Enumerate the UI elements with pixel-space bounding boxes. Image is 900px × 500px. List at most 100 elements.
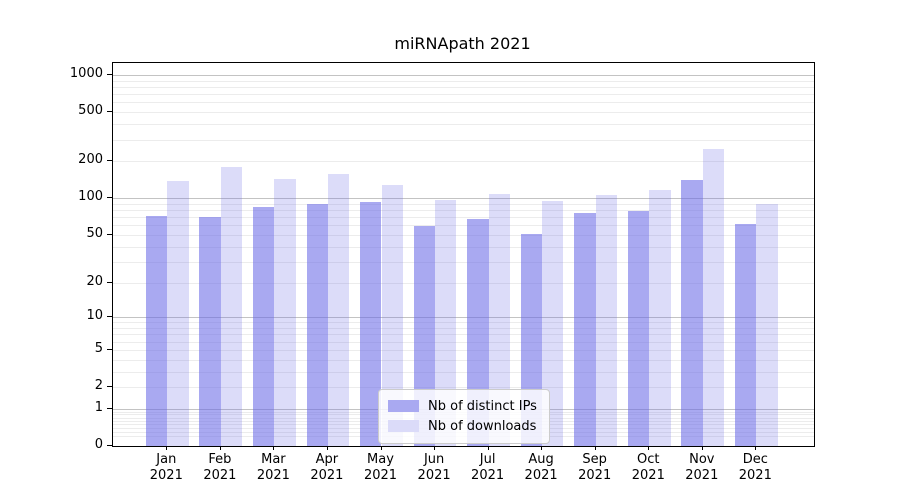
bar-aug-downloads: [542, 200, 564, 446]
y-tick-mark: [107, 445, 112, 446]
y-tick-mark: [107, 160, 112, 162]
y-tick-label: 100: [78, 189, 103, 205]
y-tick-mark: [107, 197, 112, 199]
bar-mar-downloads: [274, 179, 296, 446]
bar-jun-downloads: [435, 199, 457, 446]
bar-nov-downloads: [702, 149, 725, 446]
x-tick-mark: [219, 446, 221, 450]
gridline-minor: [113, 94, 814, 96]
bar-jan-distinct-ips: [145, 216, 168, 446]
x-tick-label: Jul 2021: [471, 452, 505, 483]
gridline-minor: [113, 217, 814, 219]
gridline-major: [113, 198, 814, 200]
y-tick-mark: [107, 111, 112, 113]
gridline-minor: [113, 234, 814, 236]
y-tick-label: 1: [94, 399, 103, 415]
bar-may-distinct-ips: [360, 201, 382, 446]
gridline-minor: [113, 341, 814, 343]
bar-sep-distinct-ips: [574, 213, 596, 446]
x-tick-mark: [326, 446, 328, 450]
x-tick-mark: [755, 446, 757, 450]
bar-mar-distinct-ips: [253, 207, 275, 446]
gridline-minor: [113, 210, 814, 211]
y-tick-label: 200: [78, 152, 103, 168]
y-tick-label: 500: [78, 103, 103, 119]
y-tick-mark: [107, 407, 112, 409]
gridline-major: [113, 75, 814, 76]
gridline-minor: [113, 139, 814, 141]
legend: Nb of distinct IPs Nb of downloads: [378, 389, 550, 444]
y-tick-label: 5: [94, 340, 103, 356]
x-tick-mark: [541, 446, 543, 450]
y-tick-label: 10: [86, 308, 103, 324]
x-tick-label: Feb 2021: [203, 452, 237, 483]
x-tick-mark: [434, 446, 436, 450]
bar-jan-downloads: [167, 181, 189, 446]
y-tick-label: 0: [94, 437, 103, 452]
x-tick-mark: [594, 446, 596, 450]
x-tick-mark: [166, 446, 168, 450]
gridline-minor: [113, 161, 814, 163]
bar-sep-downloads: [595, 195, 618, 446]
bar-nov-distinct-ips: [681, 180, 703, 446]
gridline-minor: [113, 112, 814, 114]
legend-swatch-downloads: [388, 420, 419, 432]
x-tick-label: Jun 2021: [417, 452, 451, 483]
gridline-minor: [113, 334, 814, 336]
bar-may-downloads: [381, 185, 403, 446]
y-tick-label: 50: [86, 225, 103, 241]
x-tick-label: Nov 2021: [685, 452, 719, 483]
bar-dec-distinct-ips: [734, 223, 757, 446]
y-tick-label: 1000: [69, 66, 103, 81]
bar-feb-downloads: [220, 167, 243, 446]
x-tick-label: Dec 2021: [738, 452, 772, 483]
bar-feb-distinct-ips: [199, 217, 221, 446]
legend-label-downloads: Nb of downloads: [428, 418, 537, 434]
gridline-minor: [113, 203, 814, 205]
legend-label-distinct-ips: Nb of distinct IPs: [428, 398, 537, 414]
gridline-minor: [113, 124, 814, 126]
gridline-minor: [113, 349, 814, 351]
y-tick-label: 2: [94, 378, 103, 393]
gridline-minor: [113, 261, 814, 263]
y-tick-mark: [107, 233, 112, 235]
gridline-minor: [113, 371, 814, 373]
legend-row-downloads: Nb of downloads: [388, 416, 537, 436]
x-tick-mark: [648, 446, 650, 450]
bar-dec-downloads: [756, 204, 778, 446]
gridline-minor: [113, 359, 814, 361]
bar-oct-distinct-ips: [627, 211, 650, 446]
gridline-minor: [113, 225, 814, 227]
x-tick-mark: [701, 446, 703, 450]
x-tick-label: Mar 2021: [256, 452, 290, 483]
gridline-minor: [113, 328, 814, 329]
bar-apr-distinct-ips: [306, 204, 328, 446]
legend-row-distinct-ips: Nb of distinct IPs: [388, 396, 537, 416]
chart-title: miRNApath 2021: [394, 34, 531, 53]
gridline-minor: [113, 322, 814, 324]
x-tick-label: Apr 2021: [310, 452, 344, 483]
gridline-minor: [113, 282, 814, 284]
gridline-minor: [113, 87, 814, 88]
y-tick-mark: [107, 281, 112, 283]
legend-swatch-distinct-ips: [388, 400, 419, 412]
gridline-minor: [113, 80, 814, 82]
x-tick-label: Jan 2021: [149, 452, 183, 483]
bar-apr-downloads: [327, 173, 350, 446]
gridline-minor: [113, 246, 814, 248]
bar-jul-downloads: [488, 193, 510, 446]
y-tick-mark: [107, 316, 112, 318]
x-tick-mark: [273, 446, 275, 450]
bar-oct-downloads: [649, 189, 671, 446]
x-tick-label: Aug 2021: [524, 452, 558, 483]
y-tick-label: 20: [86, 273, 103, 289]
gridline-minor: [113, 102, 814, 104]
x-tick-label: Sep 2021: [578, 452, 612, 483]
y-tick-mark: [107, 74, 112, 75]
gridline-minor: [113, 387, 814, 388]
gridline-major: [113, 317, 814, 319]
x-tick-mark: [380, 446, 382, 450]
x-tick-label: Oct 2021: [631, 452, 665, 483]
y-tick-mark: [107, 348, 112, 350]
